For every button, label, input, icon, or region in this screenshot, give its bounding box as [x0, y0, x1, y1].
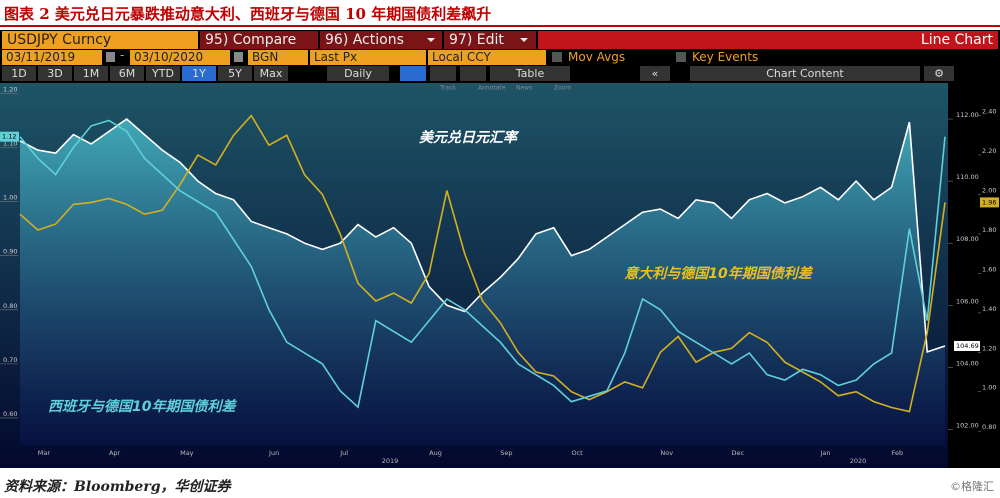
x-tick-label: Aug [429, 449, 442, 457]
y-tick-label: 1.00 [3, 194, 17, 202]
checkbox[interactable] [676, 52, 686, 62]
year-label: 2020 [850, 457, 867, 465]
calendar-icon[interactable] [234, 52, 243, 62]
bar-icon[interactable] [430, 66, 456, 81]
y-tick-label: 108.00 [956, 235, 979, 243]
end-date[interactable]: 03/10/2020 [130, 50, 230, 65]
y-tick-label: 1.40 [982, 305, 996, 313]
y-tick-label: 0.90 [3, 248, 17, 256]
y-tick-label: 1.80 [982, 226, 996, 234]
tool-label: Track [439, 85, 456, 92]
series-line [19, 114, 946, 413]
last-value-label: 1.96 [982, 198, 996, 206]
y-tick-label: 2.20 [982, 147, 996, 155]
y-tick-label: 1.10 [3, 140, 17, 148]
collapse-button[interactable]: « [640, 66, 670, 81]
y-tick-label: 0.80 [982, 423, 996, 431]
annotation: 意大利与德国10年期国债利差 [624, 265, 813, 282]
x-tick-label: Oct [571, 449, 583, 457]
year-label: 2019 [382, 457, 399, 465]
y-tick-label: 1.00 [982, 384, 996, 392]
axis-panel [948, 83, 1000, 468]
last-value-label: 104.69 [956, 342, 979, 350]
y-tick-label: 1.20 [982, 344, 996, 352]
dropdown-arrow [520, 38, 528, 46]
tool-label: News [516, 85, 532, 92]
x-tick-label: Jun [268, 449, 279, 457]
y-tick-label: 104.00 [956, 359, 979, 367]
source-note: 资料来源：Bloomberg，华创证券 [4, 479, 231, 495]
checkbox[interactable] [552, 52, 562, 62]
x-tick-label: Jan [819, 449, 830, 457]
line-icon[interactable] [400, 66, 426, 81]
title-rule [0, 25, 1000, 27]
x-tick-label: Feb [892, 449, 904, 457]
series-line [19, 117, 946, 353]
range-button[interactable]: 5Y [218, 66, 252, 81]
start-date[interactable]: 03/11/2019 [2, 50, 102, 65]
pricing-source[interactable]: BGN [248, 50, 308, 65]
y-tick-label: 112.00 [956, 111, 979, 119]
tool-label: Annotate [478, 85, 506, 92]
chart-content[interactable]: Chart Content [690, 66, 920, 81]
y-tick-label: 0.60 [3, 410, 17, 418]
x-tick-label: Apr [109, 449, 121, 457]
series-area [20, 119, 945, 445]
candle-icon[interactable] [460, 66, 486, 81]
range-button[interactable]: 3D [38, 66, 72, 81]
range-button[interactable]: Max [254, 66, 288, 81]
field[interactable]: Last Px [310, 50, 426, 65]
y-tick-label: 0.70 [3, 356, 17, 364]
settings[interactable]: ⚙ [924, 66, 954, 81]
security-field[interactable]: USDJPY Curncy [2, 31, 198, 49]
annotation: 西班牙与德国10年期国债利差 [48, 398, 237, 415]
frequency[interactable]: Daily [327, 66, 389, 81]
last-value-box [0, 131, 19, 142]
y-tick-label: 102.00 [956, 421, 979, 429]
date-dash: - [120, 48, 125, 62]
y-tick-label: 1.60 [982, 265, 996, 273]
last-value-box [954, 340, 980, 351]
y-tick-label: 106.00 [956, 297, 979, 305]
range-button[interactable]: 1D [2, 66, 36, 81]
edit-button[interactable]: 97) Edit [444, 31, 536, 49]
series-line [19, 119, 946, 409]
y-tick-label: 2.00 [982, 187, 996, 195]
y-tick-label: 2.40 [982, 108, 996, 116]
y-tick-label: 110.00 [956, 173, 979, 181]
calendar-icon[interactable] [106, 52, 115, 62]
x-tick-label: Jul [339, 449, 348, 457]
y-tick-label: 0.80 [3, 302, 17, 310]
mov-avgs[interactable]: Mov Avgs [568, 50, 626, 64]
x-tick-label: Sep [500, 449, 512, 457]
range-button[interactable]: YTD [146, 66, 180, 81]
annotation: 美元兑日元汇率 [419, 129, 520, 146]
last-value-box [980, 197, 999, 208]
currency[interactable]: Local CCY [428, 50, 546, 65]
x-tick-label: Mar [38, 449, 51, 457]
range-button[interactable]: 6M [110, 66, 144, 81]
tool-label: Zoom [554, 85, 571, 92]
range-button[interactable]: 1M [74, 66, 108, 81]
dropdown-arrow [427, 38, 435, 46]
range-button[interactable]: 1Y [182, 66, 216, 81]
x-tick-label: Nov [660, 449, 673, 457]
x-tick-label: May [180, 449, 194, 457]
key-events[interactable]: Key Events [692, 50, 759, 64]
actions-button[interactable]: 96) Actions [320, 31, 442, 49]
x-tick-label: Dec [732, 449, 745, 457]
compare-button[interactable]: 95) Compare [200, 31, 318, 49]
figure-title: 图表 2 美元兑日元暴跌推动意大利、西班牙与德国 10 年期国债利差飙升 [4, 5, 492, 23]
last-value-label: 1.12 [2, 133, 16, 141]
chart-kind: Line Chart [538, 31, 998, 49]
y-tick-label: 1.20 [3, 85, 17, 93]
watermark: ©格隆汇 [950, 480, 994, 493]
table-button[interactable]: Table [490, 66, 570, 81]
